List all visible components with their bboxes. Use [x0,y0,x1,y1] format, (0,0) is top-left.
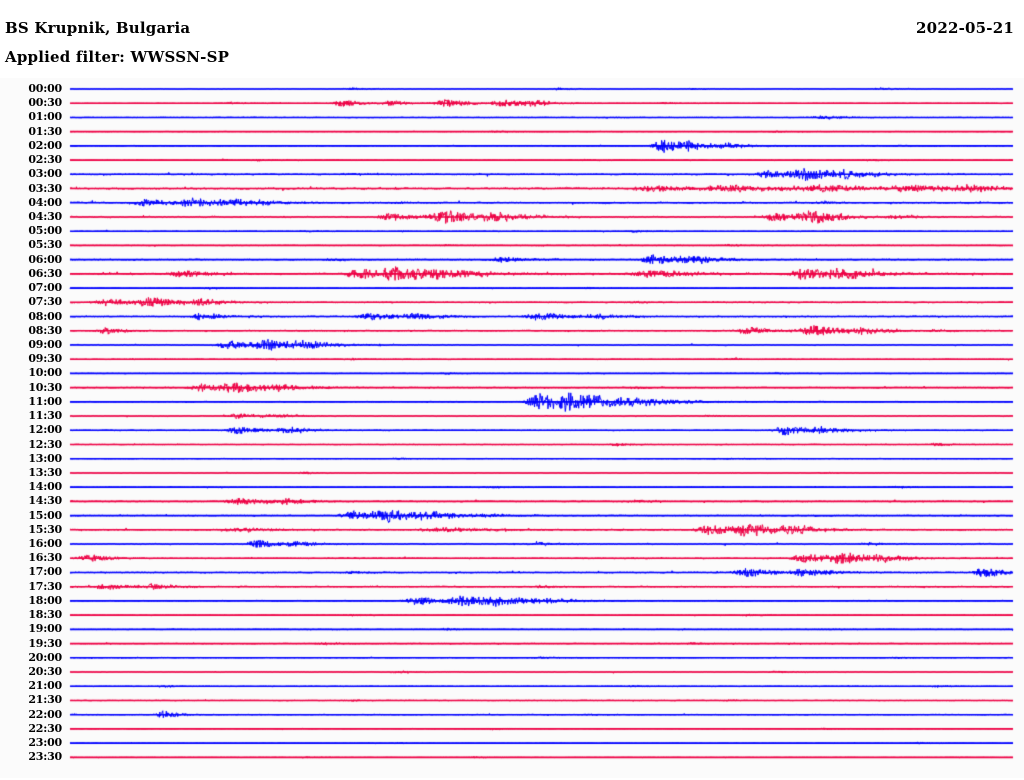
applied-filter-label: Applied filter: WWSSN-SP [5,48,230,66]
seismic-trace-canvas [0,78,1024,778]
helicorder-plot: 00:00 00:30 01:00 01:30 02:00 02:30 03:00 03:30… [0,78,1024,778]
page-title: BS Krupnik, Bulgaria [5,19,191,37]
record-date: 2022-05-21 [916,19,1014,37]
